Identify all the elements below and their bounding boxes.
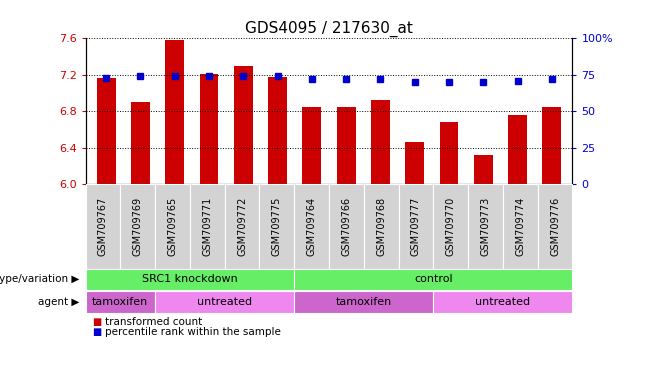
Title: GDS4095 / 217630_at: GDS4095 / 217630_at bbox=[245, 21, 413, 37]
Text: tamoxifen: tamoxifen bbox=[336, 297, 392, 307]
Text: GSM709771: GSM709771 bbox=[202, 197, 213, 256]
Text: agent ▶: agent ▶ bbox=[38, 297, 79, 307]
Text: GSM709777: GSM709777 bbox=[411, 197, 421, 256]
Bar bbox=[337, 107, 355, 184]
Text: ■: ■ bbox=[92, 327, 101, 337]
Bar bbox=[234, 66, 253, 184]
Text: tamoxifen: tamoxifen bbox=[92, 297, 149, 307]
Text: GSM709775: GSM709775 bbox=[272, 197, 282, 256]
Text: percentile rank within the sample: percentile rank within the sample bbox=[105, 327, 281, 337]
Bar bbox=[303, 107, 321, 184]
Text: GSM709766: GSM709766 bbox=[342, 197, 351, 256]
Text: GSM709773: GSM709773 bbox=[480, 197, 490, 256]
Bar bbox=[165, 40, 184, 184]
Text: GSM709774: GSM709774 bbox=[515, 197, 525, 256]
Text: GSM709776: GSM709776 bbox=[550, 197, 560, 256]
Bar bbox=[199, 74, 218, 184]
Text: SRC1 knockdown: SRC1 knockdown bbox=[142, 274, 238, 285]
Bar bbox=[440, 122, 459, 184]
Text: GSM709772: GSM709772 bbox=[237, 197, 247, 256]
Bar bbox=[371, 100, 390, 184]
Bar bbox=[268, 77, 287, 184]
Text: GSM709769: GSM709769 bbox=[133, 197, 143, 256]
Text: untreated: untreated bbox=[475, 297, 530, 307]
Text: untreated: untreated bbox=[197, 297, 252, 307]
Text: transformed count: transformed count bbox=[105, 317, 203, 327]
Text: genotype/variation ▶: genotype/variation ▶ bbox=[0, 274, 79, 285]
Bar bbox=[97, 78, 116, 184]
Text: control: control bbox=[414, 274, 453, 285]
Text: GSM709767: GSM709767 bbox=[98, 197, 108, 256]
Bar bbox=[131, 102, 150, 184]
Bar bbox=[405, 142, 424, 184]
Text: ■: ■ bbox=[92, 317, 101, 327]
Text: GSM709768: GSM709768 bbox=[376, 197, 386, 256]
Bar bbox=[474, 155, 493, 184]
Text: GSM709765: GSM709765 bbox=[168, 197, 178, 256]
Text: GSM709770: GSM709770 bbox=[445, 197, 456, 256]
Bar bbox=[542, 107, 561, 184]
Bar bbox=[508, 115, 527, 184]
Text: GSM709764: GSM709764 bbox=[307, 197, 316, 256]
